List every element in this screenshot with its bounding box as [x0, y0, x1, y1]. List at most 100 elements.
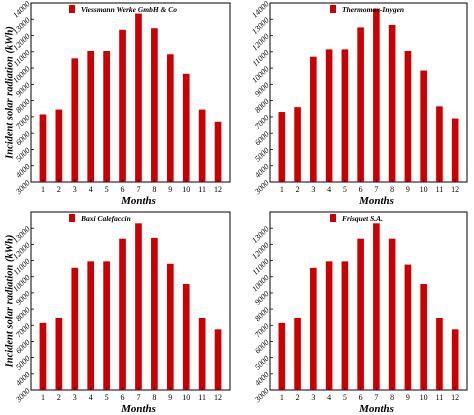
plot-frame [30, 2, 231, 183]
legend-swatch [69, 214, 75, 222]
chart-panel-viessmann: 3000 4000 5000 6000 7000 8000 9000 10000 11000 12… [0, 0, 237, 207]
x-tick: 6 [121, 387, 125, 402]
legend-swatch [69, 5, 75, 13]
bar-month-12 [451, 118, 459, 182]
bar-month-9 [166, 54, 174, 182]
y-tick-label: 7000 [14, 113, 32, 131]
bar-month-1 [39, 114, 47, 182]
x-tick-label: 8 [390, 393, 394, 402]
x-tick: 2 [57, 387, 61, 402]
y-tick-label: 11000 [251, 48, 271, 68]
y-tick-label: 6000 [14, 338, 32, 356]
bar-month-8 [388, 238, 396, 390]
x-tick-label: 1 [280, 393, 284, 402]
bar-month-8 [151, 28, 158, 182]
bar-month-6 [119, 238, 126, 390]
bar-month-4 [325, 49, 333, 182]
bar-month-6 [357, 238, 364, 390]
bar-month-7 [373, 8, 380, 183]
bar-month-2 [294, 107, 301, 182]
chart-panel-baxi: 3000 4000 5000 6000 7000 8000 9000 10000 11000 12… [0, 207, 237, 415]
y-tick-label: 5000 [253, 354, 271, 372]
y-tick-label: 5000 [253, 146, 271, 164]
y-tick-label: 5000 [14, 354, 32, 372]
x-tick: 9 [406, 179, 410, 194]
x-tick: 6 [359, 387, 363, 402]
x-tick: 9 [168, 179, 172, 194]
y-axis-title: Incident solar radiation (kWh) [4, 26, 15, 160]
x-tick-label: 5 [105, 185, 109, 194]
bar-month-12 [214, 121, 222, 182]
y-tick-label: 8000 [253, 97, 271, 115]
y-tick-label: 4000 [14, 370, 32, 388]
y-axis-title: Incident solar radiation (kWh) [4, 235, 15, 369]
x-tick: 7 [374, 179, 378, 194]
y-tick-label: 3000 [13, 386, 31, 404]
bar-month-10 [420, 284, 427, 390]
x-tick-label: 6 [121, 393, 125, 402]
x-tick: 7 [136, 387, 140, 402]
x-tick: 5 [343, 179, 347, 194]
x-axis-title: Months [358, 403, 394, 415]
bar-month-5 [103, 51, 110, 182]
x-tick-label: 10 [182, 393, 190, 402]
x-tick-label: 8 [152, 393, 156, 402]
x-tick: 8 [152, 387, 156, 402]
bar-month-9 [404, 264, 412, 390]
x-axis-title: Months [120, 195, 156, 207]
bar-month-3 [310, 267, 317, 390]
y-tick-label: 13000 [250, 225, 271, 246]
bar-month-11 [436, 106, 443, 182]
x-tick: 1 [280, 387, 284, 402]
y-tick-label: 3000 [252, 178, 270, 196]
x-tick-label: 7 [374, 393, 378, 402]
x-tick-label: 5 [105, 393, 109, 402]
x-tick: 4 [89, 387, 93, 402]
x-tick: 1 [41, 179, 45, 194]
x-tick: 11 [198, 179, 206, 194]
x-tick-label: 2 [296, 393, 300, 402]
legend-label: Viessmann Werke GmbH & Co [81, 5, 177, 14]
x-tick: 5 [105, 179, 109, 194]
x-tick-label: 4 [89, 393, 93, 402]
x-tick: 9 [406, 387, 410, 402]
x-tick-label: 11 [436, 185, 444, 194]
x-tick: 10 [420, 387, 428, 402]
y-tick-label: 4000 [14, 162, 32, 180]
y-tick-label: 4000 [253, 370, 271, 388]
y-tick-label: 14000 [11, 0, 32, 20]
y-tick-label: 8000 [253, 305, 271, 323]
x-tick-label: 4 [89, 185, 93, 194]
bar-month-9 [166, 263, 174, 390]
bar-month-12 [214, 329, 222, 390]
bar-month-8 [151, 237, 158, 390]
bar-month-7 [135, 223, 142, 390]
plot-frame [30, 211, 231, 391]
bar-month-11 [198, 317, 206, 390]
x-tick-label: 6 [359, 393, 363, 402]
x-tick: 11 [436, 387, 443, 402]
bar-month-5 [103, 261, 110, 390]
bar-month-7 [135, 13, 142, 183]
x-tick-label: 2 [57, 185, 61, 194]
y-tick-label: 10000 [250, 64, 271, 85]
x-tick-label: 1 [41, 393, 45, 402]
chart-svg: 3000400050006000700080009000100001100012… [4, 211, 231, 415]
x-tick-label: 11 [198, 393, 206, 402]
x-tick: 7 [136, 179, 140, 194]
x-tick: 5 [343, 387, 347, 402]
x-tick: 5 [105, 387, 109, 402]
x-tick: 10 [182, 387, 190, 402]
bar-month-6 [357, 27, 364, 183]
x-tick-label: 2 [57, 393, 61, 402]
bar-month-5 [341, 261, 349, 390]
x-tick-label: 9 [406, 185, 410, 194]
x-tick: 4 [327, 179, 331, 194]
legend-label: Thermomax-Inygen [342, 5, 404, 14]
x-tick-label: 12 [451, 393, 459, 402]
y-tick-label: 8000 [14, 305, 32, 323]
chart-panel-frisquet: 3000 4000 5000 6000 7000 8000 9000 10000 11000 12… [237, 207, 474, 415]
x-tick-label: 5 [343, 393, 347, 402]
x-tick: 3 [73, 179, 77, 194]
